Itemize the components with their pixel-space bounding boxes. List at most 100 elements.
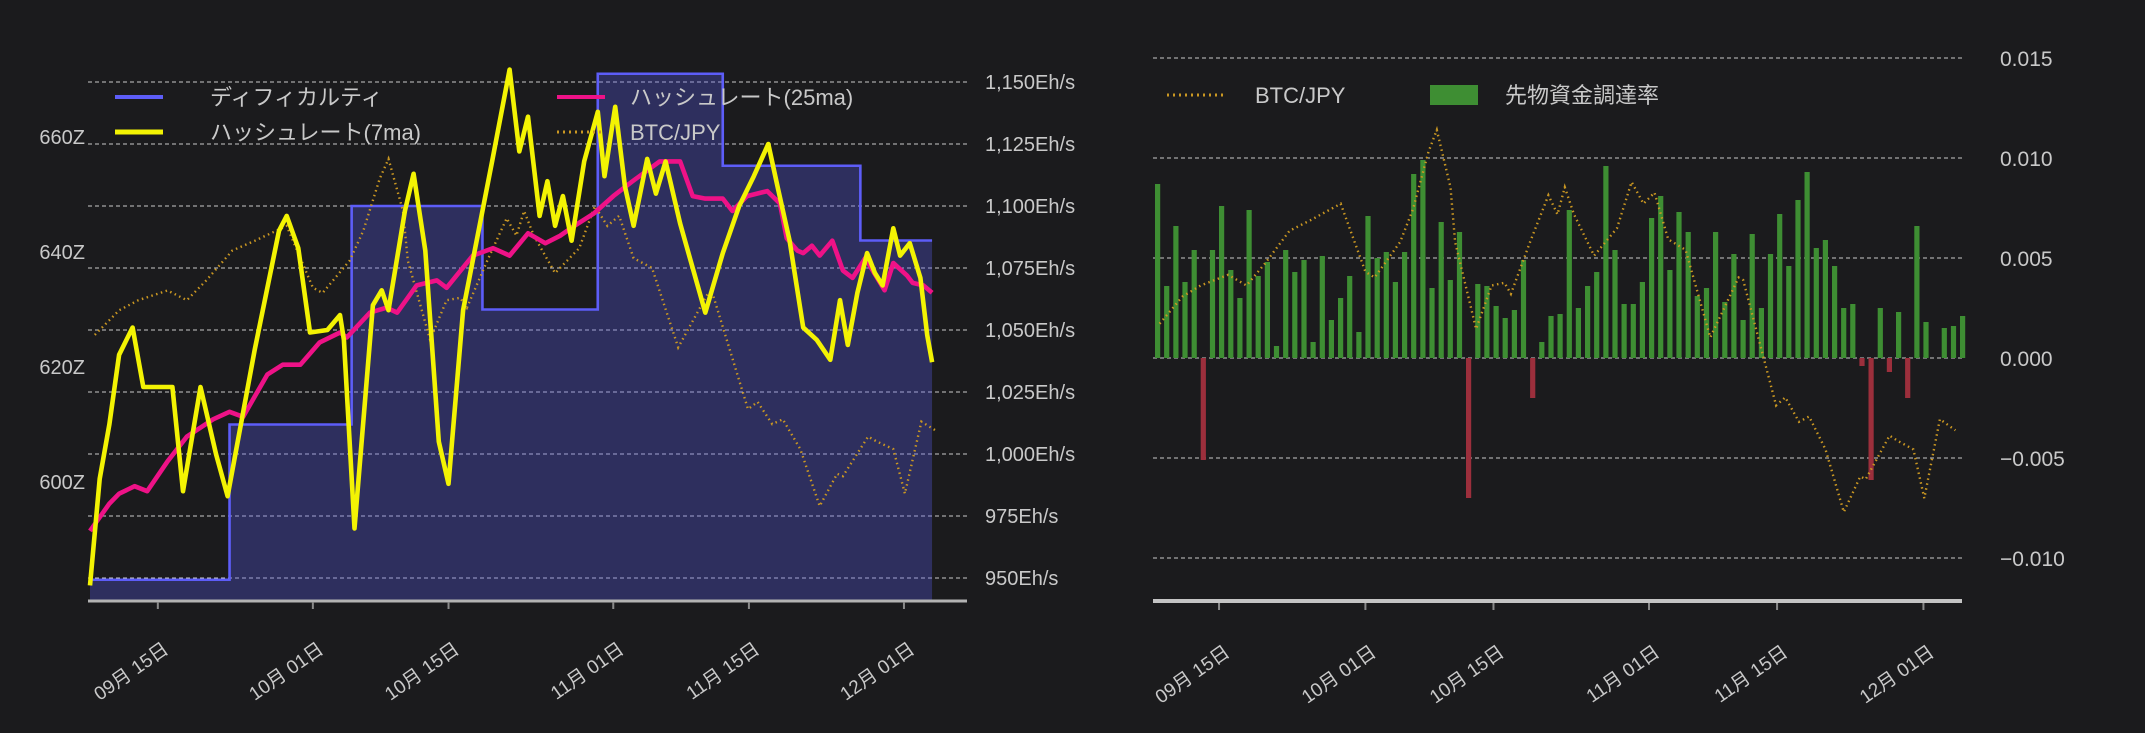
funding-rate-bar — [1676, 212, 1682, 358]
funding-rate-bar — [1758, 308, 1764, 358]
funding-rate-bar — [1896, 312, 1902, 358]
y-axis-label: −0.010 — [2000, 548, 2065, 571]
funding-rate-bar — [1777, 214, 1783, 358]
x-axis-label: 10月 01日 — [1298, 642, 1380, 708]
funding-rate-bar — [1447, 280, 1453, 358]
x-axis-label: 10月 15日 — [1426, 642, 1508, 708]
funding-rate-bar — [1420, 160, 1426, 358]
funding-rate-bar — [1850, 304, 1856, 358]
funding-rate-bar — [1832, 266, 1838, 358]
legend-label: 先物資金調達率 — [1505, 83, 1659, 108]
funding-rate-bar — [1301, 260, 1307, 358]
y-axis-right-label: 1,075Eh/s — [985, 258, 1075, 280]
hashrate-difficulty-chart: 1,150Eh/s 1,125Eh/s 1,100Eh/s 1,075Eh/s 1,05… — [39, 67, 1075, 705]
x-axis-label: 12月 01日 — [837, 639, 919, 705]
funding-rate-bar — [1219, 206, 1225, 358]
funding-rate-bar — [1868, 358, 1874, 480]
funding-rate-bar — [1822, 240, 1828, 358]
y-axis-label: 0.015 — [2000, 48, 2053, 71]
x-axis-label: 11月 15日 — [1711, 642, 1792, 707]
legend-item-funding-rate[interactable]: 先物資金調達率 — [1430, 83, 1659, 108]
funding-rate-bar — [1191, 250, 1197, 358]
funding-rate-bar — [1923, 322, 1929, 358]
funding-rate-bar — [1255, 276, 1261, 358]
x-axis-label: 11月 15日 — [683, 639, 764, 704]
funding-rate-bar — [1813, 248, 1819, 358]
x-axis-label: 10月 15日 — [381, 639, 463, 705]
funding-rate-bar — [1914, 226, 1920, 358]
y-axis-left-label: 640Z — [39, 242, 85, 264]
funding-rate-bar — [1237, 298, 1243, 358]
funding-rate-bar — [1511, 310, 1517, 358]
legend-item-2[interactable]: ハッシュレート(7ma) — [115, 120, 421, 145]
funding-rate-bar — [1548, 316, 1554, 358]
funding-rate-bar — [1530, 358, 1536, 398]
funding-rate-bar — [1941, 328, 1947, 358]
funding-rate-bar — [1694, 296, 1700, 358]
legend-item-0[interactable]: ディフィカルティ — [115, 85, 383, 110]
hashrate-25ma-line — [88, 159, 934, 533]
funding-rate-bar — [1429, 288, 1435, 358]
funding-rate-bar — [1493, 306, 1499, 358]
funding-rate-bar — [1310, 342, 1316, 358]
y-axis-left-label: 620Z — [39, 357, 85, 379]
x-axis-label: 12月 01日 — [1856, 642, 1938, 708]
y-axis-left-label: 600Z — [39, 472, 85, 494]
y-axis-label: 0.000 — [2000, 348, 2053, 371]
y-axis-right-label: 1,050Eh/s — [985, 320, 1075, 342]
funding-rate-bar — [1575, 308, 1581, 358]
funding-rate-bar — [1228, 270, 1234, 358]
funding-rate-bar — [1658, 196, 1664, 358]
legend-swatch-icon — [1430, 85, 1478, 105]
y-axis-right-label: 1,150Eh/s — [985, 72, 1075, 94]
funding-rate-bar — [1383, 252, 1389, 358]
funding-rate-bar — [1877, 308, 1883, 358]
y-axis-right-label: 1,125Eh/s — [985, 134, 1075, 156]
funding-rate-bar — [1621, 304, 1627, 358]
funding-rate-bar — [1859, 358, 1865, 366]
legend-item-btcjpy[interactable]: BTC/JPY — [1167, 83, 1346, 108]
legend-item-3[interactable]: BTC/JPY — [557, 120, 721, 145]
funding-rate-bar — [1283, 250, 1289, 358]
funding-rate-bar — [1182, 282, 1188, 358]
funding-rate-bar — [1539, 342, 1545, 358]
funding-rate-bar — [1667, 270, 1673, 358]
funding-rate-bar — [1356, 332, 1362, 358]
legend-label: ハッシュレート(25ma) — [630, 85, 853, 110]
funding-rate-bar — [1731, 254, 1737, 358]
funding-rate-bar — [1520, 260, 1527, 358]
funding-rate-bar — [1630, 304, 1636, 358]
funding-rate-bar — [1612, 250, 1618, 358]
funding-rate-bar — [1200, 358, 1206, 460]
funding-rate-bar — [1173, 226, 1179, 358]
y-axis-right-label: 975Eh/s — [985, 506, 1058, 528]
x-axis-label: 09月 15日 — [91, 639, 173, 705]
x-axis-label: 11月 01日 — [1583, 642, 1664, 707]
x-axis-label: 09月 15日 — [1152, 642, 1234, 708]
funding-rate-bar — [1594, 272, 1600, 358]
y-axis-right-label: 950Eh/s — [985, 568, 1058, 590]
funding-rate-bar — [1767, 254, 1774, 358]
y-axis-label: 0.010 — [2000, 148, 2053, 171]
funding-rate-bar — [1557, 314, 1563, 358]
funding-rate-bar — [1411, 174, 1417, 358]
funding-rate-bar — [1703, 288, 1710, 358]
funding-rate-bar — [1685, 232, 1691, 358]
funding-rate-bar — [1603, 166, 1609, 358]
funding-rate-bar — [1365, 216, 1371, 358]
funding-rate-bar — [1466, 358, 1472, 498]
funding-rate-bar — [1740, 320, 1746, 358]
funding-rate-bar — [1713, 232, 1719, 358]
funding-rate-bar — [1722, 302, 1728, 358]
funding-rate-bar — [1392, 282, 1398, 358]
hashrate-7ma-line — [87, 67, 935, 586]
difficulty-area — [90, 73, 933, 601]
difficulty-step-line — [90, 72, 933, 582]
funding-rate-chart: 0.015 0.010 0.005 0.000 −0.005 −0.010 09月 15日 1… — [1152, 48, 2065, 708]
funding-rate-bar — [1566, 210, 1572, 358]
legend-item-1[interactable]: ハッシュレート(25ma) — [557, 85, 853, 110]
funding-rate-bar — [1804, 172, 1810, 358]
funding-rate-bar — [1328, 320, 1334, 358]
